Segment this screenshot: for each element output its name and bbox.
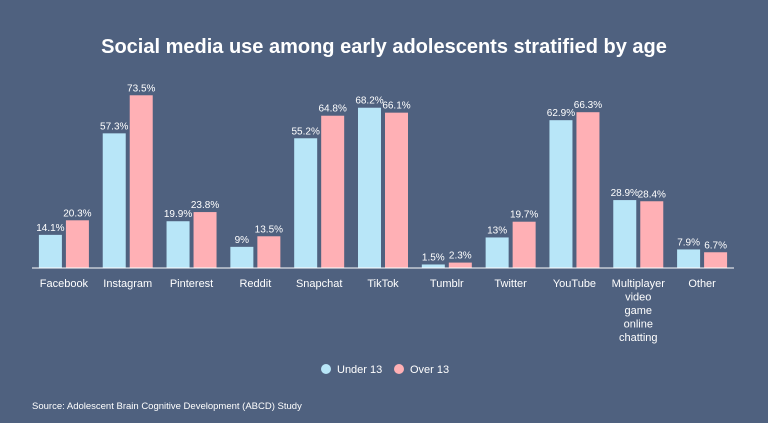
value-label-reddit-under-13: 9%	[235, 235, 250, 246]
bar-pinterest-under-13	[166, 221, 190, 268]
value-label-tumblr-under-13: 1.5%	[422, 252, 445, 263]
category-label-snapchat: Snapchat	[296, 278, 342, 290]
bar-reddit-over-13	[257, 236, 281, 268]
value-label-reddit-over-13: 13.5%	[255, 224, 283, 235]
bar-multiplayer-video-game-online-chatting-over-13	[640, 201, 664, 268]
value-label-multiplayer-video-game-online-chatting-over-13: 28.4%	[638, 189, 666, 200]
value-label-snapchat-over-13: 64.8%	[319, 104, 347, 115]
category-label-multiplayer-video-game-online-chatting: Multiplayer video game online chatting	[612, 278, 666, 344]
bar-instagram-under-13	[102, 133, 126, 268]
bar-youtube-over-13	[576, 112, 600, 268]
legend-marker-under-13	[321, 364, 331, 374]
legend-label-over-13: Over 13	[410, 364, 449, 376]
value-label-other-under-13: 7.9%	[677, 237, 700, 248]
value-label-tiktok-under-13: 68.2%	[355, 96, 383, 107]
legend-label-under-13: Under 13	[337, 364, 382, 376]
value-label-instagram-over-13: 73.5%	[127, 83, 155, 94]
category-label-facebook: Facebook	[40, 278, 89, 290]
bar-facebook-over-13	[65, 220, 89, 268]
bar-twitter-over-13	[512, 221, 536, 268]
value-label-pinterest-over-13: 23.8%	[191, 200, 219, 211]
value-label-snapchat-under-13: 55.2%	[292, 126, 320, 137]
bar-tumblr-under-13	[421, 264, 445, 268]
chart-title: Social media use among early adolescents…	[101, 36, 667, 58]
category-labels-group: Facebook Instagram Pinterest Reddit Snapchat…	[40, 278, 716, 344]
bars-group	[38, 95, 728, 269]
bar-instagram-over-13	[129, 95, 153, 269]
legend: Under 13 Over 13	[321, 364, 449, 376]
value-label-tumblr-over-13: 2.3%	[449, 251, 472, 262]
value-label-youtube-over-13: 66.3%	[574, 100, 602, 111]
value-label-facebook-under-13: 14.1%	[36, 223, 64, 234]
value-label-multiplayer-video-game-online-chatting-under-13: 28.9%	[611, 188, 639, 199]
value-label-twitter-over-13: 19.7%	[510, 210, 538, 221]
category-label-youtube: YouTube	[553, 278, 596, 290]
value-label-other-over-13: 6.7%	[704, 240, 727, 251]
value-label-twitter-under-13: 13%	[487, 225, 507, 236]
value-label-facebook-over-13: 20.3%	[63, 208, 91, 219]
bar-snapchat-over-13	[321, 115, 345, 268]
category-label-pinterest: Pinterest	[170, 278, 213, 290]
category-label-tiktok: TikTok	[367, 278, 399, 290]
bar-tiktok-over-13	[385, 112, 408, 268]
bar-other-over-13	[704, 252, 728, 268]
bar-facebook-under-13	[38, 234, 62, 268]
value-label-pinterest-under-13: 19.9%	[164, 209, 192, 220]
value-label-instagram-under-13: 57.3%	[100, 121, 128, 132]
value-label-youtube-under-13: 62.9%	[547, 108, 575, 119]
source-note: Source: Adolescent Brain Cognitive Devel…	[32, 401, 302, 412]
bar-snapchat-under-13	[294, 138, 318, 268]
bar-tumblr-over-13	[448, 262, 472, 268]
category-label-instagram: Instagram	[103, 278, 152, 290]
bar-pinterest-over-13	[193, 212, 217, 268]
category-label-reddit: Reddit	[239, 278, 271, 290]
category-label-other: Other	[688, 278, 716, 290]
bar-tiktok-under-13	[358, 107, 381, 268]
bar-multiplayer-video-game-online-chatting-under-13	[613, 200, 637, 268]
legend-marker-over-13	[394, 364, 404, 374]
bar-reddit-under-13	[230, 246, 254, 268]
category-label-twitter: Twitter	[494, 278, 527, 290]
bar-twitter-under-13	[485, 237, 509, 268]
bar-other-under-13	[677, 249, 701, 268]
value-labels-group: 14.1% 20.3% 57.3% 73.5% 19.9%23.8% 9% 13.5% 55.…	[36, 83, 727, 263]
bar-youtube-under-13	[549, 120, 573, 268]
value-label-tiktok-over-13: 66.1%	[382, 101, 410, 112]
category-label-tumblr: Tumblr	[430, 278, 464, 290]
